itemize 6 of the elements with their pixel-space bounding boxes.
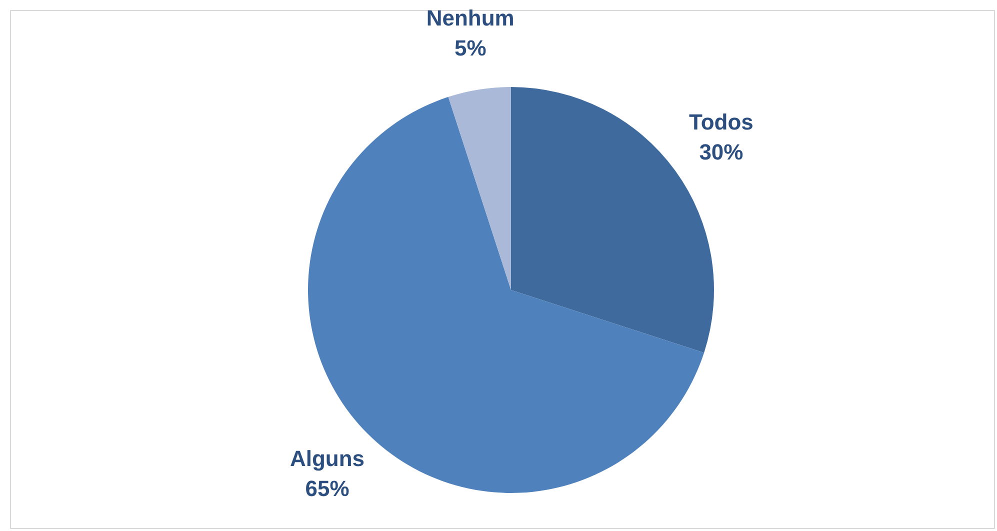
data-label: 65% bbox=[305, 476, 350, 501]
slice-label: Nenhum bbox=[426, 5, 514, 30]
slice-label: Todos bbox=[689, 109, 754, 134]
data-label: 5% bbox=[454, 35, 486, 60]
data-label: 30% bbox=[699, 139, 744, 164]
slice-label: Alguns bbox=[290, 446, 365, 471]
